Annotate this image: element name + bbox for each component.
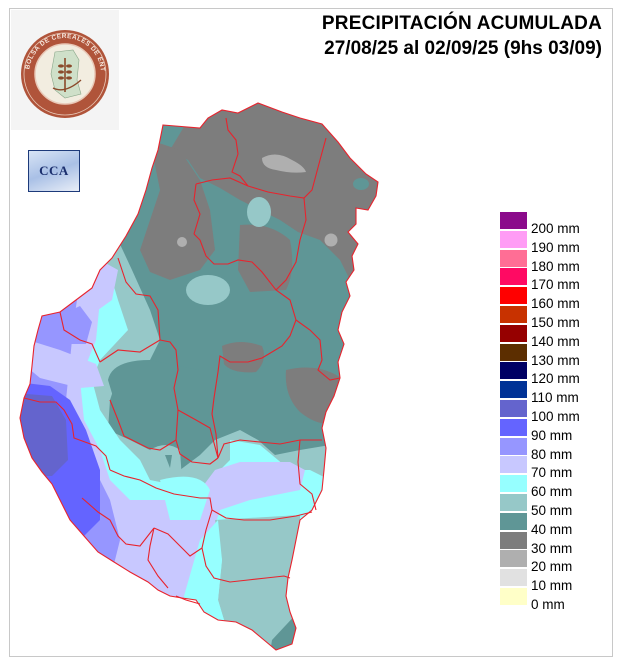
legend-swatch-10: [500, 569, 527, 587]
legend-swatch-50: [500, 493, 527, 511]
legend-swatch-40: [500, 512, 527, 530]
legend-swatch-0: [500, 587, 527, 605]
department-borders: [19, 102, 379, 651]
legend-swatch-20: [500, 550, 527, 568]
map-title: PRECIPITACIÓN ACUMULADA: [321, 13, 602, 34]
map-title-block: PRECIPITACIÓN ACUMULADA 27/08/25 al 02/0…: [322, 12, 602, 62]
legend-swatch-140: [500, 324, 527, 342]
logo-panel: BOLSA DE CEREALES DE ENTRE RÍOS: [11, 10, 119, 130]
legend-swatch-170: [500, 268, 527, 286]
legend-swatch-200: [500, 212, 527, 229]
legend-swatch-180: [500, 249, 527, 267]
map-period: 27/08/25 al 02/09/25 (9hs 03/09): [324, 38, 602, 59]
legend-swatch-150: [500, 305, 527, 323]
legend-swatch-70: [500, 456, 527, 474]
legend-swatch-110: [500, 381, 527, 399]
bolsa-cereales-seal-icon: BOLSA DE CEREALES DE ENTRE RÍOS: [15, 24, 109, 118]
legend-swatch-160: [500, 287, 527, 305]
legend-swatch-90: [500, 418, 527, 436]
legend-swatch-30: [500, 531, 527, 549]
cca-logo-text: CCA: [39, 163, 69, 178]
cca-logo: CCA: [28, 150, 80, 192]
legend-swatch-130: [500, 343, 527, 361]
legend-swatch-60: [500, 475, 527, 493]
precipitation-isohyets: [20, 103, 378, 650]
legend-swatch-190: [500, 230, 527, 248]
legend-swatch-80: [500, 437, 527, 455]
legend-swatch-120: [500, 362, 527, 380]
legend-swatch-100: [500, 399, 527, 417]
